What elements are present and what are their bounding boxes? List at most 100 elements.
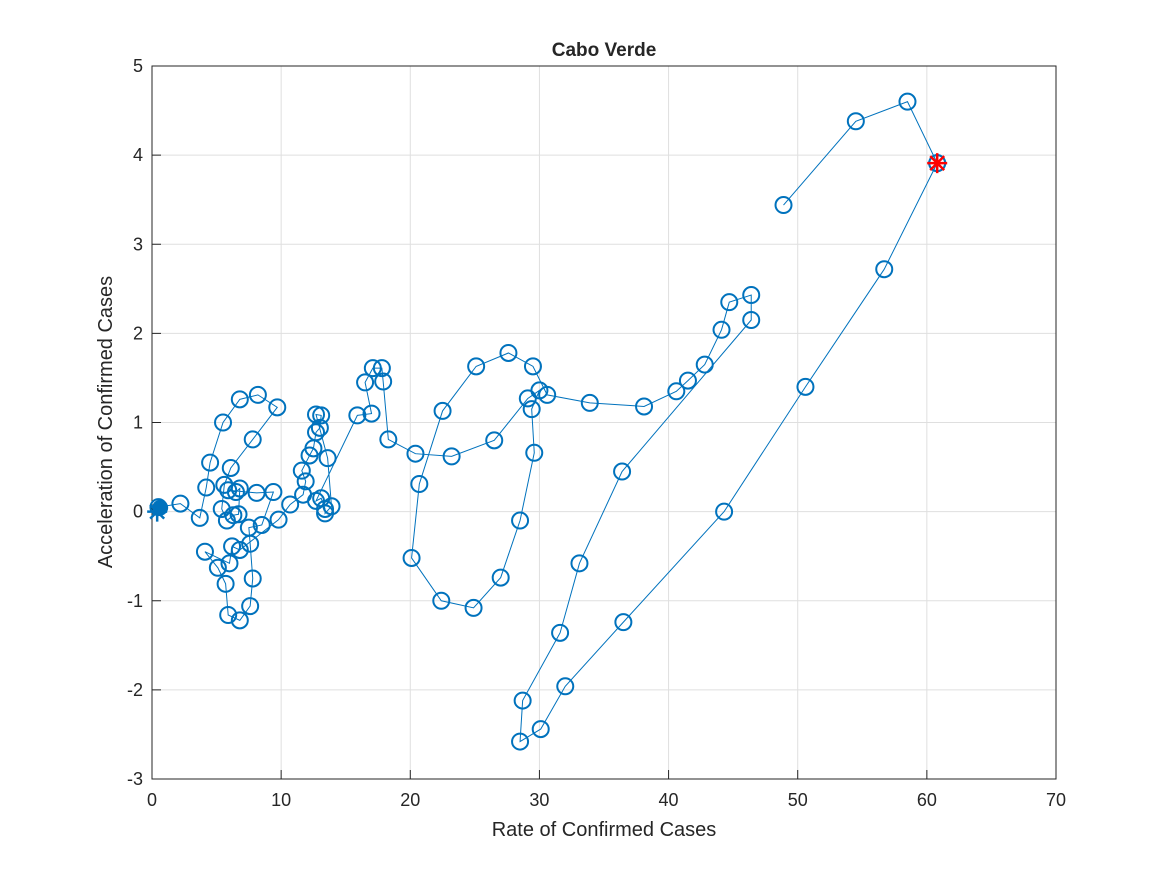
point-marker: [230, 479, 249, 498]
axes-box: [151, 65, 1057, 780]
point-marker: [268, 398, 287, 417]
point-marker: [875, 260, 894, 279]
point-marker: [241, 534, 260, 553]
point-marker: [635, 397, 654, 416]
point-marker: [614, 613, 633, 632]
point-marker: [269, 510, 288, 529]
point-marker: [307, 423, 326, 442]
point-marker: [219, 606, 238, 625]
point-marker: [774, 196, 793, 215]
point-marker: [667, 382, 686, 401]
end-marker: [927, 153, 948, 174]
x-tick-label: 60: [917, 790, 937, 810]
point-marker: [220, 554, 239, 573]
point-marker: [171, 494, 190, 513]
point-marker: [695, 355, 714, 374]
y-tick-label: 1: [133, 413, 143, 433]
point-marker: [243, 569, 262, 588]
x-tick-label: 70: [1046, 790, 1066, 810]
point-marker: [190, 508, 209, 527]
x-tick-label: 50: [788, 790, 808, 810]
point-marker: [511, 511, 530, 530]
point-marker: [379, 430, 398, 449]
point-marker: [467, 357, 486, 376]
y-tick-label: 2: [133, 323, 143, 343]
point-marker: [432, 591, 451, 610]
point-marker: [442, 447, 461, 466]
point-marker: [525, 443, 544, 462]
point-marker: [216, 574, 235, 593]
point-marker: [538, 385, 557, 404]
point-marker: [491, 568, 510, 587]
point-marker: [363, 359, 382, 378]
marker-part: [149, 503, 166, 520]
x-tick-label: 40: [659, 790, 679, 810]
point-marker: [402, 548, 421, 567]
point-marker: [230, 611, 249, 630]
point-marker: [318, 449, 337, 468]
point-marker: [296, 472, 315, 491]
point-marker: [252, 515, 271, 534]
y-tick-label: 5: [133, 56, 143, 76]
series-line: [158, 101, 938, 743]
point-marker: [307, 405, 326, 424]
point-marker: [522, 400, 541, 419]
point-marker: [248, 385, 267, 404]
point-marker: [898, 92, 917, 111]
point-marker: [531, 720, 550, 739]
point-marker: [219, 481, 238, 500]
point-marker: [712, 320, 731, 339]
point-marker: [742, 286, 761, 305]
y-tick-label: 4: [133, 145, 143, 165]
y-axis-label: Acceleration of Confirmed Cases: [95, 276, 117, 568]
point-marker: [715, 502, 734, 521]
point-marker: [720, 293, 739, 312]
point-marker: [226, 483, 245, 502]
point-marker: [201, 453, 220, 472]
point-marker: [433, 401, 452, 420]
chart-title: Cabo Verde: [552, 40, 657, 61]
y-tick-label: -2: [127, 680, 143, 700]
point-marker: [513, 691, 532, 710]
y-tick-label: 0: [133, 502, 143, 522]
point-marker: [678, 371, 697, 390]
point-marker: [356, 373, 375, 392]
x-tick-label: 10: [271, 790, 291, 810]
point-marker: [511, 732, 530, 751]
point-marker: [464, 598, 483, 617]
start-marker: [147, 499, 169, 522]
point-marker: [221, 458, 240, 477]
point-marker: [613, 462, 632, 481]
y-tick-label: -3: [127, 769, 143, 789]
point-marker: [523, 357, 542, 376]
point-marker: [742, 311, 761, 330]
point-marker: [372, 359, 391, 378]
point-marker: [310, 418, 329, 437]
point-marker: [499, 343, 518, 362]
y-tick-label: 3: [133, 234, 143, 254]
point-marker: [197, 478, 216, 497]
point-marker: [230, 390, 249, 409]
point-marker: [195, 542, 214, 561]
point-marker: [243, 430, 262, 449]
point-marker: [208, 558, 227, 577]
point-marker: [406, 444, 425, 463]
x-axis-label: Rate of Confirmed Cases: [492, 819, 717, 841]
point-marker: [796, 377, 815, 396]
point-marker: [846, 112, 865, 131]
point-marker: [214, 413, 233, 432]
point-marker: [485, 431, 504, 450]
x-tick-label: 20: [400, 790, 420, 810]
x-tick-label: 0: [147, 790, 157, 810]
point-marker: [281, 495, 300, 514]
point-marker: [229, 505, 248, 524]
x-tick-label: 30: [529, 790, 549, 810]
point-marker: [551, 623, 570, 642]
point-marker: [264, 483, 283, 502]
point-marker: [241, 597, 260, 616]
point-marker: [362, 404, 381, 423]
point-marker: [570, 554, 589, 573]
point-marker: [580, 393, 599, 412]
